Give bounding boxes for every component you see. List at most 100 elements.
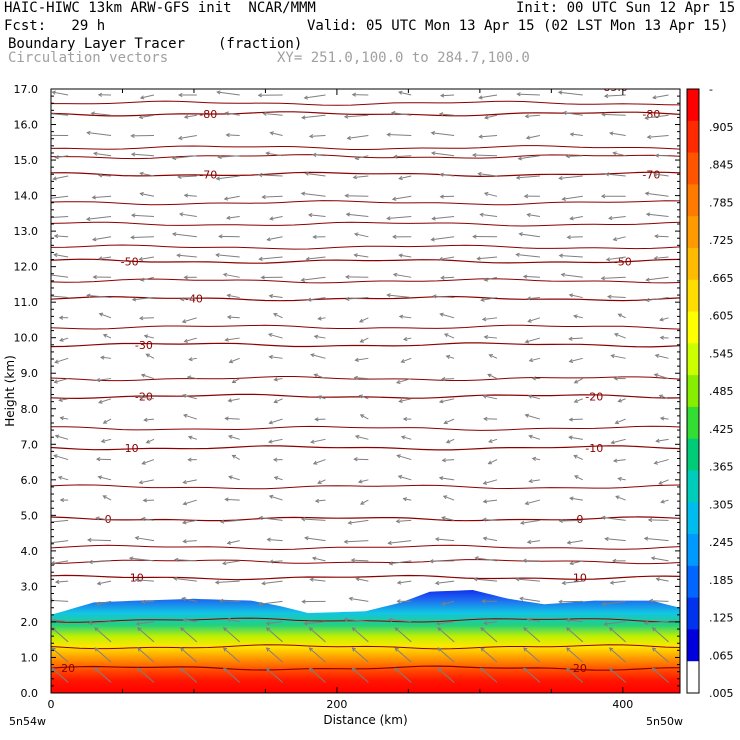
wind-vector-head — [392, 272, 398, 277]
wind-vector-head — [59, 416, 64, 421]
wind-vector — [304, 621, 326, 625]
wind-vector-head — [304, 536, 309, 541]
wind-vector — [274, 378, 283, 381]
wind-vector — [567, 540, 583, 544]
wind-vector-head — [569, 132, 574, 137]
wind-vector-head — [226, 315, 232, 320]
wind-vector — [188, 436, 197, 440]
wind-vector-head — [100, 438, 106, 443]
wind-vector-head — [265, 151, 270, 156]
wind-vector-head — [46, 294, 49, 297]
wind-vector-head — [272, 313, 278, 317]
isotherm-line-labeled — [51, 258, 680, 264]
wind-vector — [658, 479, 669, 485]
wind-vector-head — [617, 476, 622, 481]
wind-vector-head — [268, 420, 273, 425]
wind-vector-head — [303, 621, 308, 626]
wind-vector — [388, 619, 412, 623]
wind-vector — [51, 113, 69, 116]
wind-vector — [172, 233, 197, 238]
wind-vector — [387, 216, 412, 219]
wind-vector — [446, 355, 455, 359]
colorbar: - .905 .845 .785 .725 .665 .605 .545 .485 .425 .36… — [686, 83, 734, 700]
wind-vector-head — [216, 90, 221, 95]
wind-vector-head — [386, 216, 391, 221]
wind-vector-head — [53, 252, 58, 258]
wind-vector-head — [651, 95, 657, 100]
isotherm-label: -20 — [585, 390, 603, 403]
wind-vector — [360, 499, 369, 505]
wind-vector-head — [308, 647, 314, 652]
isotherm-line — [51, 559, 680, 565]
wind-vector-head — [54, 434, 60, 439]
wind-vector-head — [272, 457, 278, 462]
wind-vector — [566, 667, 584, 683]
wind-vector — [483, 537, 498, 542]
wind-vector-head — [523, 627, 528, 632]
wind-vector-head — [359, 414, 365, 419]
wind-vector — [484, 621, 498, 624]
wind-vector-head — [273, 476, 279, 481]
wind-vector — [59, 337, 69, 342]
wind-vector-head — [47, 216, 50, 219]
wind-vector-head — [215, 176, 221, 181]
wind-vector-head — [388, 561, 393, 566]
wind-vector — [98, 476, 112, 481]
colorbar-label: .845 — [709, 159, 734, 172]
wind-vector — [58, 476, 69, 481]
colorbar-swatch — [687, 311, 699, 344]
isotherm-line — [51, 376, 680, 382]
wind-vector — [403, 498, 412, 501]
wind-vector-head — [558, 253, 564, 258]
wind-vector-head — [604, 172, 610, 177]
wind-vector — [519, 233, 540, 238]
tracer-fill — [51, 590, 680, 693]
wind-vector — [269, 560, 283, 563]
wind-vector — [225, 498, 240, 501]
isotherm-line — [51, 544, 680, 551]
wind-vector-head — [225, 132, 230, 138]
wind-vector — [611, 355, 626, 359]
wind-vector-head — [526, 539, 532, 544]
wind-vector-head — [605, 257, 611, 262]
wind-vector-head — [524, 413, 530, 418]
wind-vector-head — [130, 235, 135, 240]
isotherm-label: 10 — [130, 572, 144, 585]
wind-vector — [305, 537, 326, 542]
wind-vector-head — [130, 133, 135, 139]
wind-vector — [55, 357, 69, 363]
wind-vector — [394, 667, 412, 683]
wind-vector-head — [434, 537, 440, 542]
wind-vector-head — [434, 580, 440, 586]
wind-vector — [266, 621, 283, 625]
wind-vector — [227, 540, 240, 544]
wind-vector — [223, 647, 241, 663]
wind-vector-head — [138, 395, 144, 400]
wind-vector — [483, 479, 498, 485]
wind-vector-head — [438, 256, 444, 262]
wind-vector-head — [398, 398, 403, 403]
wind-vector-head — [603, 621, 608, 626]
wind-vector — [481, 297, 498, 301]
wind-vector-head — [353, 457, 358, 462]
isotherm-line-labeled — [51, 445, 680, 451]
wind-vector-head — [346, 135, 351, 141]
wind-vector-head — [660, 499, 665, 504]
wind-vector — [566, 619, 583, 623]
wind-vector — [180, 667, 198, 683]
wind-vector — [355, 357, 369, 361]
colorbar-swatch — [687, 120, 699, 154]
wind-vector — [443, 495, 455, 501]
wind-vector — [101, 356, 112, 359]
wind-vector — [91, 112, 112, 116]
wind-vector-head — [226, 293, 231, 298]
wind-vector-head — [344, 193, 349, 198]
wind-vector-head — [268, 294, 274, 299]
wind-vector — [652, 627, 669, 643]
isotherm-line — [51, 278, 680, 284]
wind-vector — [270, 132, 283, 137]
wind-vector — [302, 114, 326, 119]
isotherm-label: -80 — [642, 108, 660, 121]
wind-vector-head — [568, 417, 573, 422]
wind-vector — [394, 647, 412, 663]
